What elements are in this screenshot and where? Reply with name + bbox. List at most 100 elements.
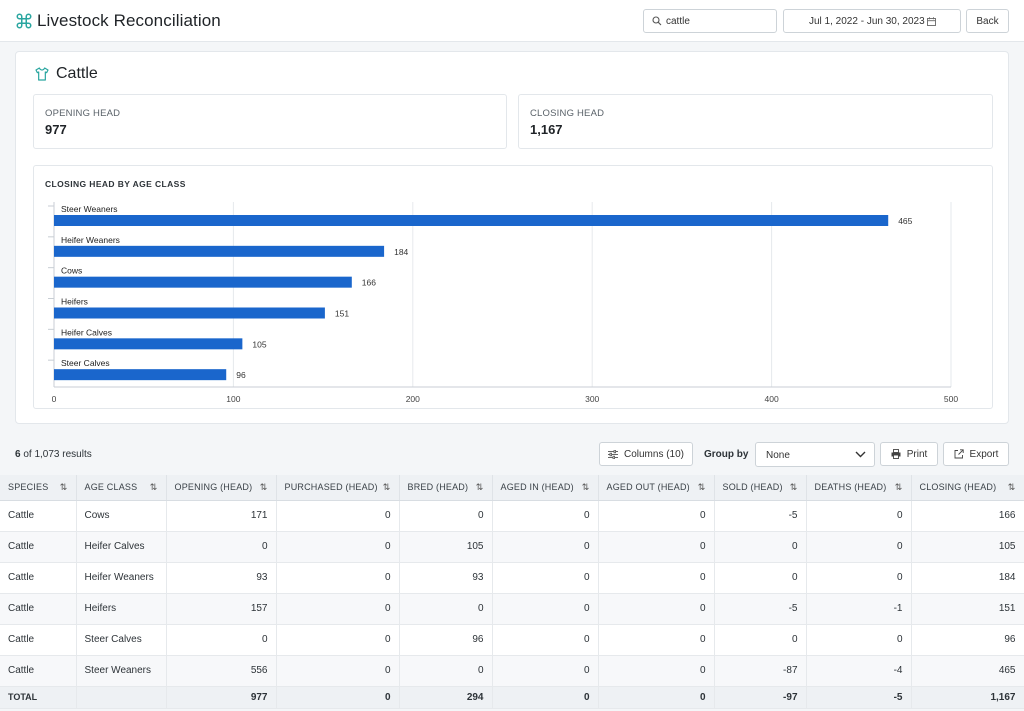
- table-row[interactable]: Cattle Steer Calves 0 0 96 0 0 0 0 96: [0, 624, 1024, 655]
- table-header-row: SPECIES ⇅ AGE CLASS ⇅ OPENING (HEAD) ⇅ PURC…: [0, 475, 1024, 500]
- table-cell: 93: [399, 562, 492, 593]
- export-button-label: Export: [970, 449, 999, 460]
- bar: [54, 277, 352, 288]
- columns-button-label: Columns (10): [624, 449, 684, 460]
- col-header-age-class[interactable]: AGE CLASS ⇅: [76, 475, 166, 500]
- sort-icon: ⇅: [895, 482, 903, 493]
- col-header-bred[interactable]: BRED (HEAD) ⇅: [399, 475, 492, 500]
- sort-icon: ⇅: [383, 482, 391, 493]
- table-cell: -87: [714, 655, 806, 686]
- table-total-row[interactable]: TOTAL 977 0 294 0 0 -97 -5 1,167: [0, 686, 1024, 708]
- col-header-aged-out[interactable]: AGED OUT (HEAD) ⇅: [598, 475, 714, 500]
- bar-category-label: Steer Calves: [61, 358, 110, 368]
- group-by-label: Group by: [704, 449, 748, 460]
- col-header-species[interactable]: SPECIES ⇅: [0, 475, 76, 500]
- columns-button[interactable]: Columns (10): [599, 442, 693, 466]
- group-by-value: None: [766, 450, 790, 461]
- table-cell: 105: [911, 531, 1024, 562]
- col-header-label: DEATHS (HEAD): [815, 482, 887, 492]
- table-cell: Cows: [76, 500, 166, 531]
- table-cell: 0: [276, 655, 399, 686]
- table-cell: Steer Weaners: [76, 655, 166, 686]
- table-cell: 0: [598, 624, 714, 655]
- col-header-label: AGE CLASS: [85, 482, 138, 492]
- table-row[interactable]: Cattle Heifer Calves 0 0 105 0 0 0 0 105: [0, 531, 1024, 562]
- bar: [54, 246, 384, 257]
- print-button[interactable]: Print: [880, 442, 938, 466]
- table-cell: -4: [806, 655, 911, 686]
- table-cell: 294: [399, 686, 492, 708]
- col-header-label: SOLD (HEAD): [723, 482, 783, 492]
- table-cell: Cattle: [0, 562, 76, 593]
- export-button[interactable]: Export: [943, 442, 1009, 466]
- sort-icon: ⇅: [698, 482, 706, 493]
- col-header-sold[interactable]: SOLD (HEAD) ⇅: [714, 475, 806, 500]
- top-bar: Livestock Reconciliation Jul 1, 2022 - J…: [0, 0, 1024, 42]
- bar-category-label: Cows: [61, 266, 82, 276]
- table-cell: 0: [492, 531, 598, 562]
- bar-chart: 0 100 200 300 400 500Steer Weaners465Heifer W…: [34, 166, 992, 408]
- search-icon: [652, 16, 662, 26]
- search-box[interactable]: [643, 9, 777, 33]
- chart-panel: CLOSING HEAD BY AGE CLASS 0 100 200 300 400 5…: [33, 165, 993, 409]
- table-row[interactable]: Cattle Heifer Weaners 93 0 93 0 0 0 0 184: [0, 562, 1024, 593]
- table-cell: Cattle: [0, 655, 76, 686]
- col-header-deaths[interactable]: DEATHS (HEAD) ⇅: [806, 475, 911, 500]
- command-icon: [15, 12, 33, 30]
- results-count-number: 6: [15, 449, 21, 460]
- col-header-label: OPENING (HEAD): [175, 482, 253, 492]
- bar-value-label: 151: [335, 309, 349, 319]
- bar: [54, 308, 325, 319]
- col-header-label: SPECIES: [8, 482, 48, 492]
- table-cell: 0: [714, 624, 806, 655]
- table-cell: -97: [714, 686, 806, 708]
- table-cell: Heifer Weaners: [76, 562, 166, 593]
- table-cell: 0: [598, 593, 714, 624]
- sort-icon: ⇅: [582, 482, 590, 493]
- sort-icon: ⇅: [1008, 482, 1016, 493]
- table-cell: 105: [399, 531, 492, 562]
- table-row[interactable]: Cattle Steer Weaners 556 0 0 0 0 -87 -4 465: [0, 655, 1024, 686]
- table-cell: 0: [598, 655, 714, 686]
- table-row[interactable]: Cattle Heifers 157 0 0 0 0 -5 -1 151: [0, 593, 1024, 624]
- opening-head-label: OPENING HEAD: [45, 108, 120, 119]
- table-cell: -5: [714, 500, 806, 531]
- back-button[interactable]: Back: [966, 9, 1009, 33]
- table-cell: 157: [166, 593, 276, 624]
- table-cell: 0: [399, 593, 492, 624]
- table-cell: 465: [911, 655, 1024, 686]
- table-cell: 0: [806, 500, 911, 531]
- col-header-closing[interactable]: CLOSING (HEAD) ⇅: [911, 475, 1024, 500]
- col-header-aged-in[interactable]: AGED IN (HEAD) ⇅: [492, 475, 598, 500]
- table-cell: 0: [598, 531, 714, 562]
- table-cell: 0: [276, 593, 399, 624]
- bar-value-label: 96: [236, 370, 246, 380]
- group-by-select[interactable]: None: [755, 442, 875, 467]
- table-cell: 0: [598, 686, 714, 708]
- col-header-opening[interactable]: OPENING (HEAD) ⇅: [166, 475, 276, 500]
- chevron-down-icon: [855, 451, 866, 458]
- table-cell: 0: [492, 686, 598, 708]
- results-count-text: of 1,073 results: [23, 449, 91, 460]
- search-input[interactable]: [666, 13, 771, 29]
- table-cell: 1,167: [911, 686, 1024, 708]
- table-cell: 0: [399, 500, 492, 531]
- closing-head-label: CLOSING HEAD: [530, 108, 604, 119]
- table-row[interactable]: Cattle Cows 171 0 0 0 0 -5 0 166: [0, 500, 1024, 531]
- sort-desc-icon: ⇅: [60, 482, 68, 493]
- table-cell: 0: [806, 624, 911, 655]
- col-header-label: PURCHASED (HEAD): [285, 482, 378, 492]
- back-button-label: Back: [976, 16, 998, 27]
- table-cell: 0: [276, 500, 399, 531]
- col-header-purchased[interactable]: PURCHASED (HEAD) ⇅: [276, 475, 399, 500]
- bar-category-label: Steer Weaners: [61, 204, 118, 214]
- table-cell: -5: [806, 686, 911, 708]
- sort-icon: ⇅: [476, 482, 484, 493]
- sliders-icon: [608, 450, 618, 459]
- date-range-picker[interactable]: Jul 1, 2022 - Jun 30, 2023: [783, 9, 961, 33]
- sort-icon: ⇅: [260, 482, 268, 493]
- bar-category-label: Heifer Weaners: [61, 235, 120, 245]
- table-cell: 93: [166, 562, 276, 593]
- table-cell: 0: [714, 562, 806, 593]
- col-header-label: AGED OUT (HEAD): [607, 482, 690, 492]
